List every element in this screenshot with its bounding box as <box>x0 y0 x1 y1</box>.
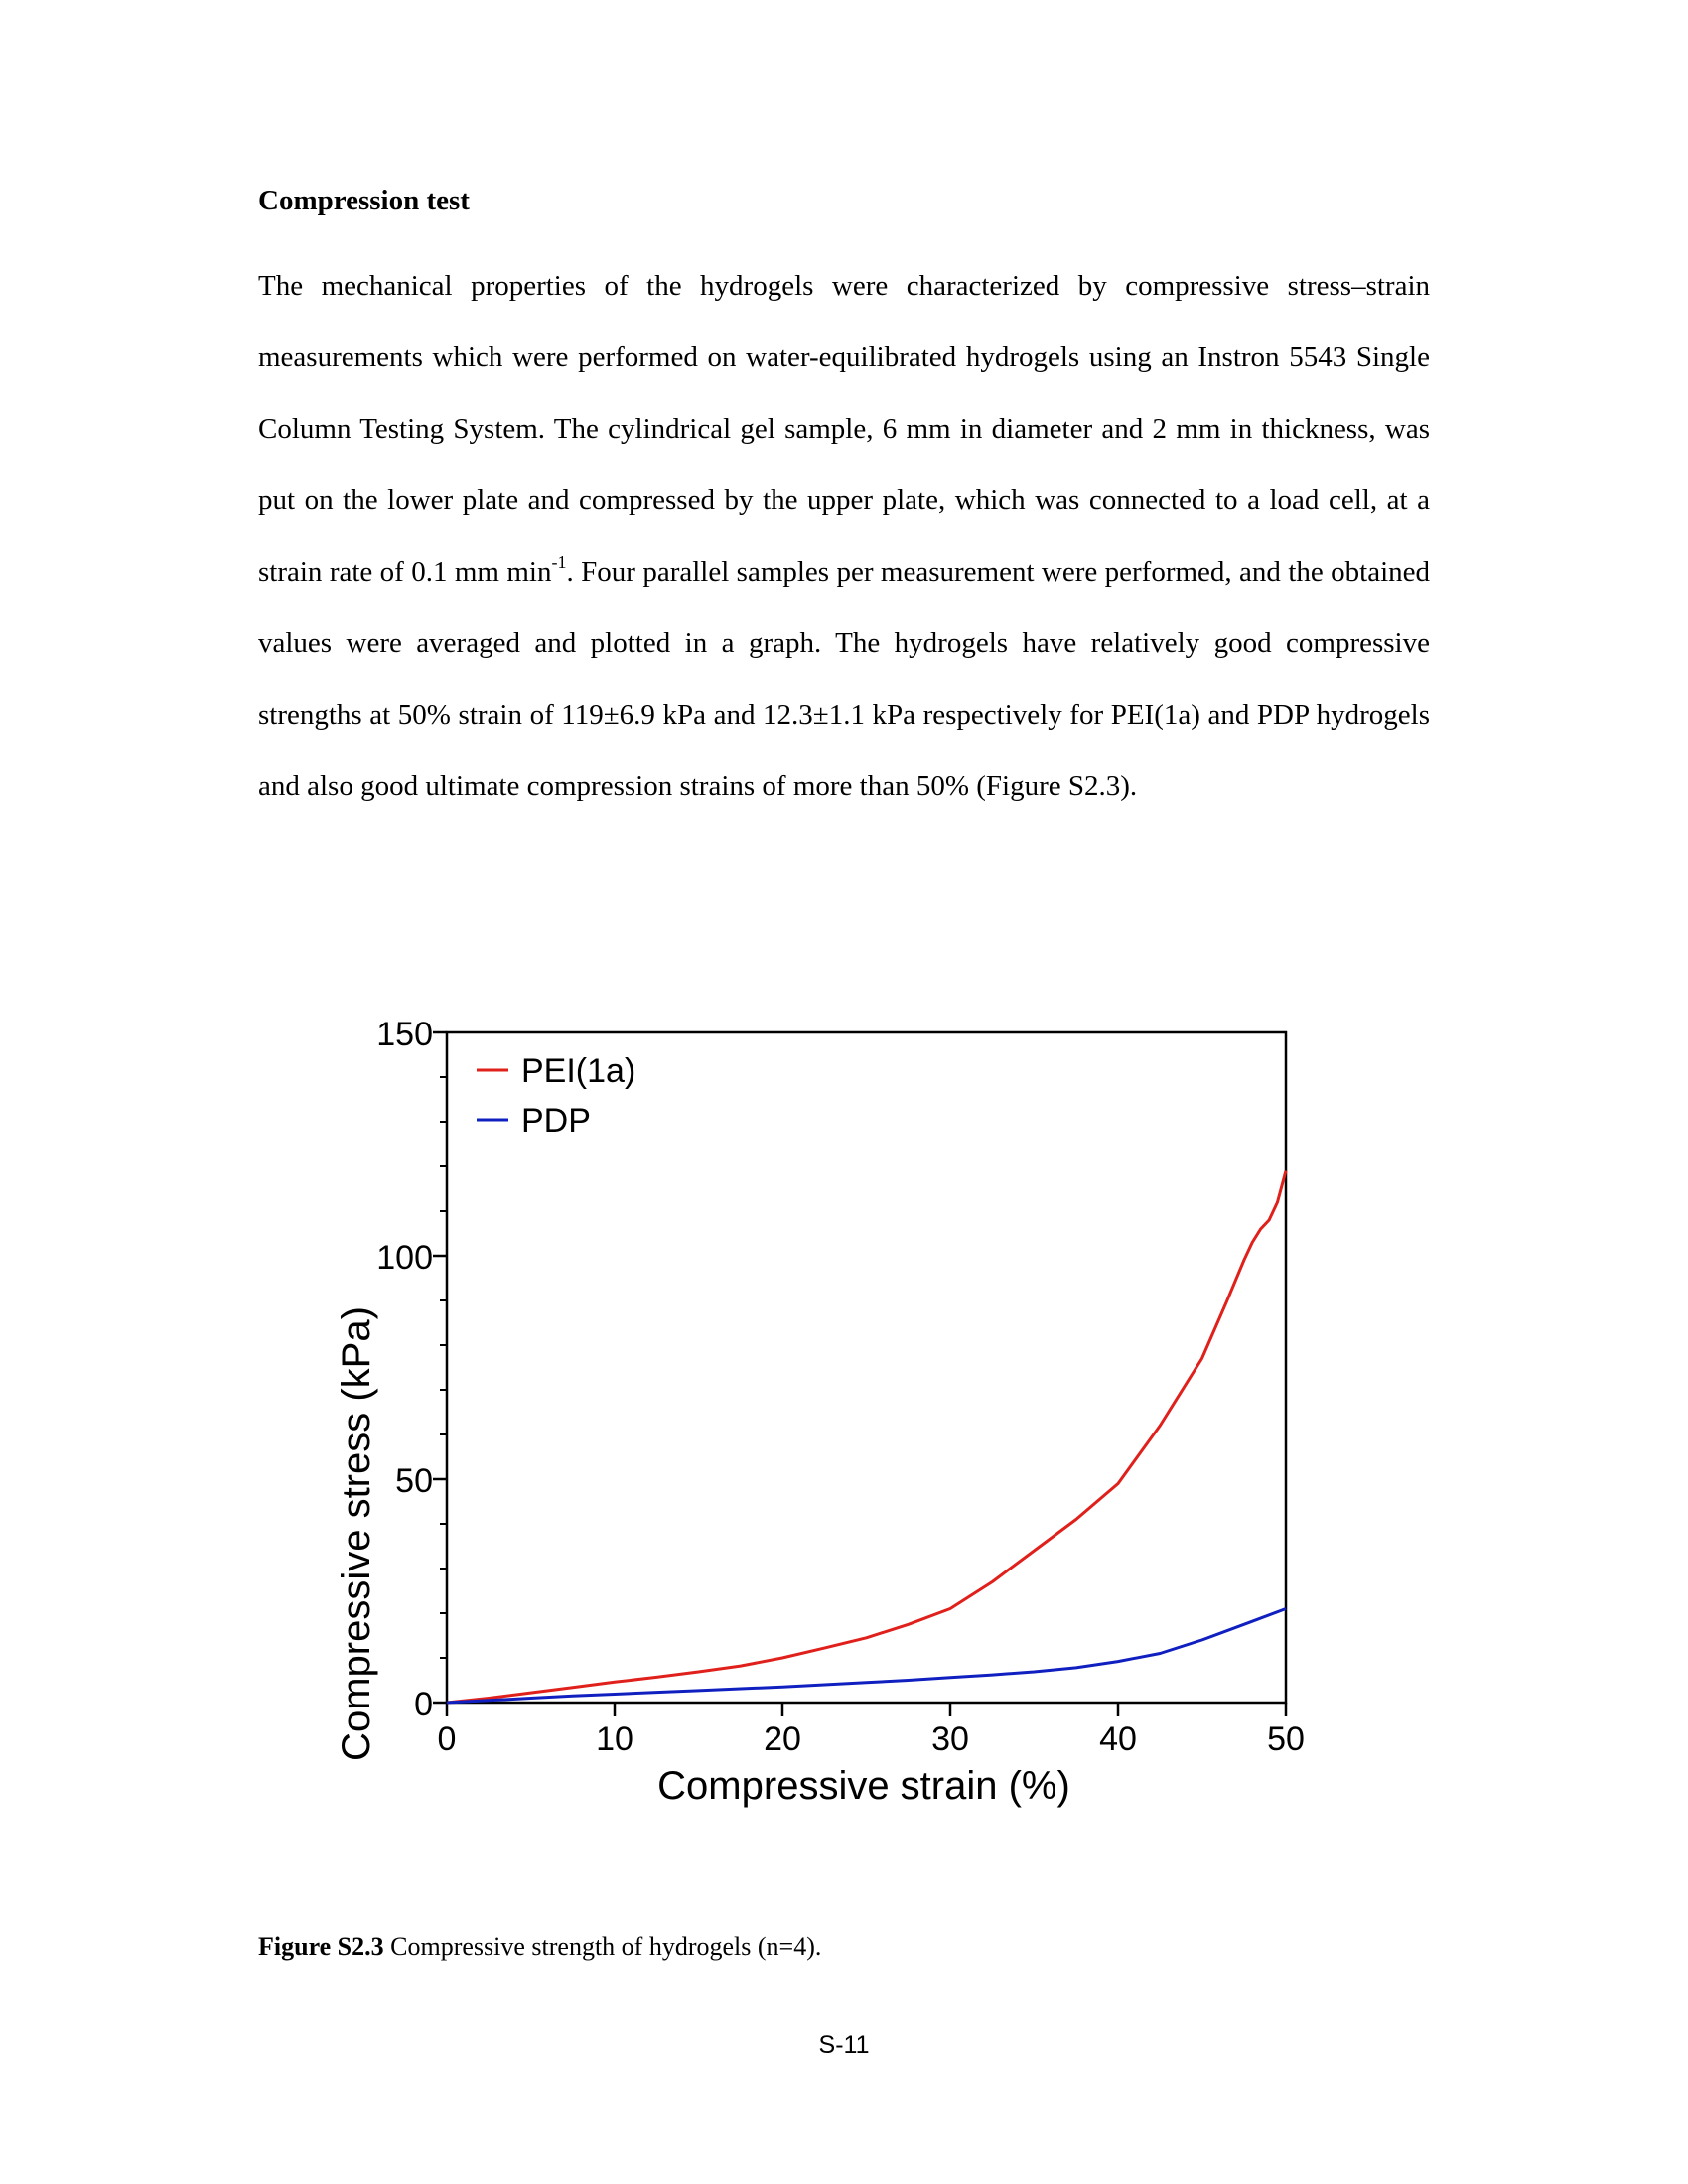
y-tick-label: 0 <box>414 1686 433 1723</box>
y-axis-label: Compressive stress (kPa) <box>335 1306 378 1761</box>
y-tick-label: 150 <box>376 1016 433 1053</box>
x-tick-label: 40 <box>1099 1720 1137 1758</box>
figure-caption-label: Figure S2.3 <box>258 1932 384 1961</box>
plot-border <box>445 1030 1288 1705</box>
figure-caption: Figure S2.3 Compressive strength of hydr… <box>258 1932 821 1962</box>
y-tick-label: 100 <box>376 1239 433 1277</box>
paragraph-text-part-1: The mechanical properties of the hydroge… <box>258 270 1430 588</box>
figure-s2-3: 0 50 100 150 0 10 20 30 40 50 PEI(1a) PDP Compres… <box>308 1008 1331 1832</box>
x-tick-label: 20 <box>764 1720 801 1758</box>
x-tick-label: 10 <box>596 1720 633 1758</box>
x-tick-label: 0 <box>438 1720 457 1758</box>
stress-strain-chart: 0 50 100 150 0 10 20 30 40 50 PEI(1a) PDP Compres… <box>335 1016 1305 1808</box>
section-heading: Compression test <box>258 185 470 216</box>
superscript-minus-one: -1 <box>551 552 567 573</box>
series-line-pdp <box>446 1607 1287 1705</box>
y-axis-ticks: 0 50 100 150 <box>376 1016 447 1723</box>
series-lines <box>446 1170 1288 1705</box>
legend-label: PDP <box>521 1102 591 1140</box>
series-line-pei-1a <box>446 1170 1288 1705</box>
chart-legend: PEI(1a) PDP <box>477 1052 635 1140</box>
plot-area <box>445 1030 1288 1705</box>
legend-label: PEI(1a) <box>521 1052 635 1090</box>
page-number: S-11 <box>818 2031 870 2059</box>
y-tick-label: 50 <box>395 1462 433 1500</box>
x-tick-label: 50 <box>1267 1720 1305 1758</box>
x-axis-ticks: 0 10 20 30 40 50 <box>438 1703 1305 1758</box>
figure-caption-text: Compressive strength of hydrogels (n=4). <box>383 1932 822 1961</box>
x-axis-label: Compressive strain (%) <box>657 1764 1070 1808</box>
paragraph-text-part-2: . Four parallel samples per measurement … <box>258 556 1430 802</box>
body-paragraph: The mechanical properties of the hydroge… <box>258 250 1430 822</box>
x-tick-label: 30 <box>931 1720 969 1758</box>
